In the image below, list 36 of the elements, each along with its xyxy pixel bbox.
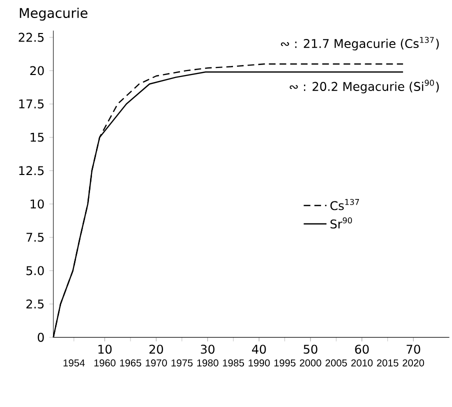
y-tick-label: 17.5 xyxy=(19,100,44,109)
x-tick-label: 1954 xyxy=(64,360,85,367)
x2-tick-label: 40 xyxy=(252,344,266,354)
x2-tick-label: 20 xyxy=(149,344,164,354)
y-tick-label: 10 xyxy=(30,200,44,209)
x-tick-label: 2000 xyxy=(300,360,322,367)
x-tick-label: 1995 xyxy=(274,360,296,367)
y-tick-label: 15 xyxy=(30,133,44,142)
y-tick-label: 0 xyxy=(38,332,44,342)
x-tick-label: 1985 xyxy=(222,360,244,367)
x-tick-label: 1990 xyxy=(248,360,270,367)
y-tick-label: 20 xyxy=(30,66,44,76)
y-tick-label: 22.5 xyxy=(18,32,44,42)
x-tick-label: 1965 xyxy=(120,360,142,367)
x2-tick-label: 10 xyxy=(98,344,112,354)
x-tick-label: 1960 xyxy=(94,360,116,367)
x2-tick-label: 60 xyxy=(355,344,369,354)
y-axis-title: Megacurie xyxy=(20,8,88,21)
x-tick-label: 2015 xyxy=(376,360,398,367)
x-tick-label: 2020 xyxy=(402,360,424,367)
x-tick-label: 1975 xyxy=(172,360,193,367)
y-tick-label: 2.5 xyxy=(26,300,44,309)
legend-label: Cs$^{137}$ xyxy=(330,199,359,210)
x-tick-label: 2010 xyxy=(351,360,373,367)
y-tick-label: 12.5 xyxy=(19,166,44,176)
x-tick-label: 2005 xyxy=(326,360,347,367)
y-tick-label: 5.0 xyxy=(26,266,44,276)
x2-tick-label: 50 xyxy=(304,344,318,354)
x-tick-label: 1970 xyxy=(146,360,167,367)
annotation: ∾ : 21.7 Megacurie (Cs$^{137}$) xyxy=(280,37,439,51)
y-tick-label: 7.5 xyxy=(26,233,44,242)
x2-tick-label: 30 xyxy=(200,344,214,354)
annotation: ∾ : 20.2 Megacurie (Si$^{90}$) xyxy=(290,80,439,94)
x-tick-label: 1980 xyxy=(197,360,218,367)
legend-label: Sr$^{90}$ xyxy=(330,218,352,229)
x2-tick-label: 70 xyxy=(406,344,420,354)
